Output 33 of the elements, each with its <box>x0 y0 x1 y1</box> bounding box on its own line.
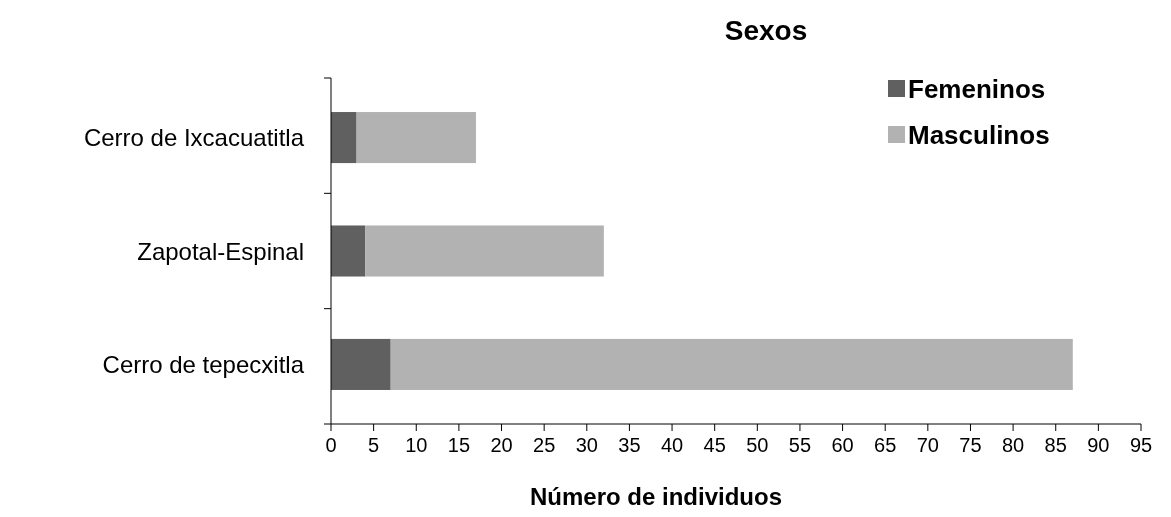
x-tick-label: 50 <box>746 434 769 456</box>
bar <box>331 112 357 164</box>
legend-label: Femeninos <box>908 74 1046 104</box>
y-tick-label: Cerro de Ixcacuatitla <box>83 124 305 152</box>
x-tick-label: 30 <box>575 434 598 456</box>
x-tick-label: 85 <box>1044 434 1067 456</box>
bar <box>331 338 391 390</box>
x-tick-label: 15 <box>447 434 471 456</box>
bar <box>331 225 366 277</box>
x-tick-label: 75 <box>959 434 982 456</box>
x-tick-label: 20 <box>490 434 513 456</box>
x-tick-label: 55 <box>788 434 812 456</box>
bar <box>390 338 1073 390</box>
x-tick-label: 90 <box>1087 434 1110 456</box>
x-tick-label: 45 <box>703 434 726 456</box>
x-tick-label: 5 <box>368 434 380 456</box>
x-tick-label: 70 <box>916 434 939 456</box>
chart-title: Sexos <box>724 15 808 46</box>
x-tick-label: 35 <box>618 434 641 456</box>
x-tick-label: 0 <box>325 434 337 456</box>
x-tick-label: 95 <box>1129 434 1153 456</box>
y-tick-label: Cerro de tepecxitla <box>102 350 305 378</box>
legend-label: Masculinos <box>908 120 1050 150</box>
x-tick-label: 40 <box>660 434 684 456</box>
x-tick-label: 65 <box>874 434 897 456</box>
x-tick-label: 60 <box>831 434 854 456</box>
bar <box>356 112 476 164</box>
x-tick-label: 25 <box>533 434 556 456</box>
x-tick-label: 10 <box>405 434 428 456</box>
x-axis-title: Número de individuos <box>529 483 783 510</box>
x-tick-label: 80 <box>1001 434 1025 456</box>
bar <box>365 225 604 277</box>
y-tick-label: Zapotal-Espinal <box>137 237 304 265</box>
